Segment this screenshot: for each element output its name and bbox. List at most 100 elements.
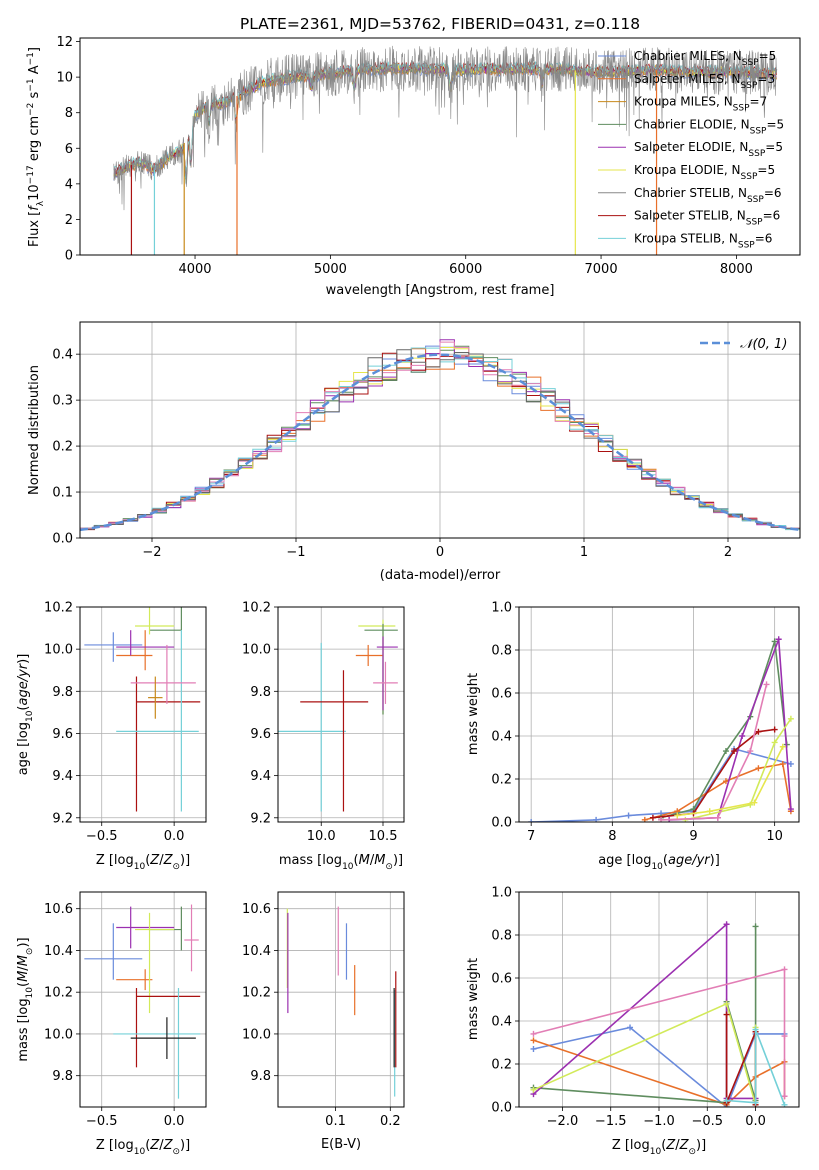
label-part: N [732,163,741,177]
weight-marker [781,1093,788,1100]
label-part: Z [149,1138,160,1153]
y-tick-label: 0.3 [52,394,73,409]
label-part: s [27,91,42,102]
y-tick-label: 9.4 [52,769,73,784]
label-part: age [log [598,853,651,868]
label-part: Kroupa STELIB, [634,231,729,245]
weight-marker [787,715,794,722]
x-tick-label: 2 [724,545,732,560]
weight-line [685,718,792,821]
plot-area [286,906,397,1097]
weight-marker [781,1033,788,1040]
label-part: Z [log [612,1138,650,1153]
plot-area [84,904,201,1099]
label-part: M [359,853,370,868]
label-part: Chabrier MILES, [634,49,733,63]
label-part: Z [679,1138,690,1153]
y-tick-label: 10.0 [44,1027,73,1042]
x-tick-label: 0 [436,545,444,560]
y-tick-label: 0.2 [491,1058,512,1073]
axes-frame [79,891,207,1108]
x-tick-label: 0.0 [164,829,185,844]
legend-entry: Salpeter STELIB, NSSP=6 [634,209,780,228]
y-axis-label: mass weight [466,673,481,755]
weight-marker [747,748,754,755]
label-part: ( [16,706,31,711]
label-part: f [27,204,42,211]
label-part: SSP [742,58,759,68]
chart-age-vs-mass: 10.0 10.5 9.2 9.4 9.6 9.8 10.0 10.2 mass [log10(… [242,601,405,872]
y-tick-label: 9.8 [52,1069,73,1084]
label-part: / [16,966,31,971]
weight-marker [752,923,759,930]
y-tick-label: 9.2 [52,811,73,826]
y-tick-label: 9.2 [250,811,271,826]
weight-marker [787,760,794,767]
label-part: =6 [764,186,782,200]
chart-mass-vs-EBV: 0.1 0.2 9.8 10.0 10.2 10.4 10.6 E(B-V) [242,891,405,1152]
legend-entry: Salpeter ELODIE, NSSP=5 [634,140,783,159]
label-part: −17 [26,165,36,184]
x-tick-label: 8 [608,829,616,844]
plot-area [84,607,201,812]
x-tick-label: 1 [580,545,588,560]
label-part: ] [27,47,42,52]
label-part: SSP [738,240,755,250]
y-tick-label: 1.0 [491,886,512,901]
label-part: 10 [134,1147,146,1157]
grid [278,892,404,1107]
axes-frame [79,37,801,256]
grid [519,891,799,1108]
y-tick-label: 12 [56,35,73,50]
weight-marker [530,1030,537,1037]
legend-entry: Kroupa ELODIE, NSSP=5 [634,163,775,182]
label-part: )] [180,1138,190,1153]
y-axis-label: mass weight [466,958,481,1040]
x-tick-label: 10.0 [307,829,336,844]
chart-age-vs-Z: −0.5 0.09.29.49.69.810.010.2Z [log10(Z/Z⊙… [16,601,207,872]
plot-area [113,45,778,255]
chart-weight-vs-Z: −2.0 −1.5 −1.0 −0.5 0.0 0.0 0.2 0.4 0.6 0.8 1.0 Z [… [466,886,800,1157]
label-part: Z [163,853,174,868]
weight-marker [649,814,656,821]
axes-frame [518,606,800,823]
weight-marker [755,765,762,772]
label-part: =7 [750,95,768,109]
weight-marker [530,1045,537,1052]
legend-entry: Salpeter MILES, NSSP=3 [634,72,775,91]
label-part: )] [180,853,190,868]
weight-marker [771,638,778,645]
legend-entry: Chabrier STELIB, NSSP=6 [634,186,782,205]
label-part: 10 [651,862,663,872]
y-tick-label: 9.6 [52,727,73,742]
label-part: Salpeter STELIB, [634,209,737,223]
weight-marker [723,1011,730,1018]
x-tick-label: 10 [766,829,783,844]
label-part: =3 [757,72,775,86]
label-part: SSP [741,172,758,182]
weight-marker [530,1086,537,1093]
weight-marker [739,733,746,739]
weight-marker [752,1099,759,1106]
label-part: Salpeter MILES, [634,72,732,86]
label-part: mass [log [16,998,31,1061]
weight-marker [755,728,762,735]
label-part: Salpeter ELODIE, [634,140,739,154]
weight-marker [752,1026,759,1033]
label-part: N [732,72,741,86]
label-part: N [733,49,742,63]
y-tick-label: 0.0 [491,1101,512,1116]
label-part: −2 [26,103,36,116]
weight-marker [528,819,535,822]
x-tick-label: −0.5 [86,829,118,844]
x-tick-label: 0.0 [164,1114,185,1129]
label-part: erg cm [27,116,42,165]
y-tick-label: 0.2 [491,773,512,788]
label-part: N [739,140,748,154]
weight-line [677,746,784,817]
y-tick-label: 0.0 [52,532,73,547]
x-tick-label: −1.0 [643,1114,675,1129]
weight-line [660,641,788,819]
label-part: ( [663,853,668,868]
